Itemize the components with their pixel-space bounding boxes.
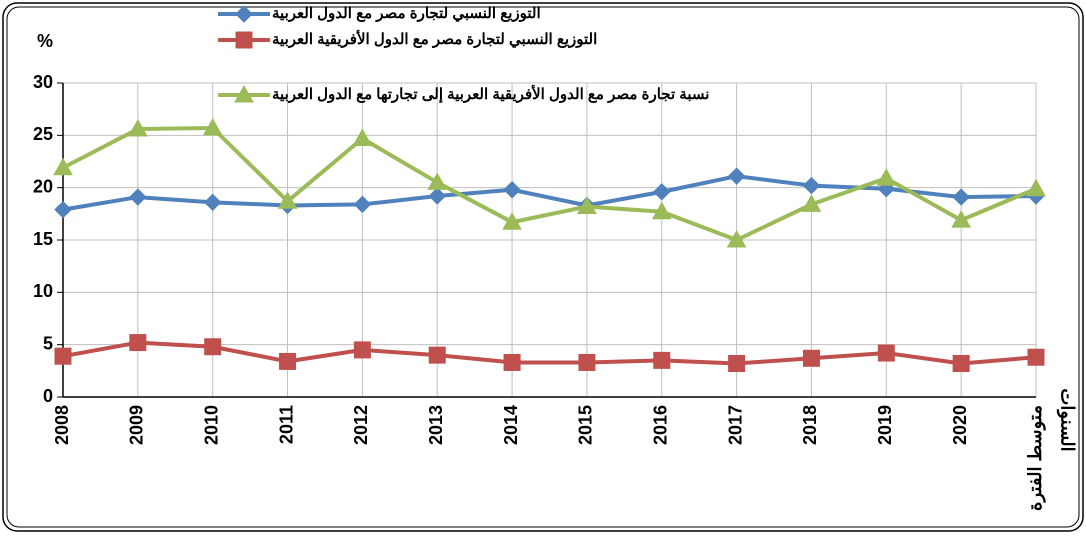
legend-marker — [234, 84, 254, 103]
point — [279, 352, 297, 370]
series-line — [62, 125, 1037, 243]
point — [428, 187, 446, 205]
x-tick-label: 2009 — [127, 405, 147, 445]
point — [653, 183, 671, 201]
y-tick-label: 10 — [33, 281, 53, 301]
y-tick-label: 20 — [33, 176, 53, 196]
point — [951, 210, 972, 228]
point — [653, 351, 671, 369]
point — [503, 353, 521, 371]
point — [802, 176, 821, 195]
x-tick-label: 2008 — [52, 405, 72, 445]
x-tick-label: 2013 — [426, 405, 446, 445]
x-tick-label: 2018 — [800, 405, 820, 445]
x-tick-label: 2020 — [950, 405, 970, 445]
x-tick-label: 2019 — [875, 405, 895, 445]
point — [1026, 178, 1046, 197]
y-tick-label: 15 — [33, 229, 53, 249]
point — [353, 341, 371, 359]
point — [651, 201, 672, 220]
point — [277, 191, 298, 209]
point — [728, 355, 746, 373]
point — [53, 157, 73, 176]
legend-label: نسبة تجارة مصر مع الدول الأفريقية العربي… — [272, 84, 709, 103]
point — [952, 355, 970, 373]
point — [1027, 348, 1045, 366]
x-tick-label: متوسط الفترة — [1025, 405, 1046, 511]
legend-label: التوزيع النسبي لتجارة مصر مع الدول العرب… — [272, 5, 541, 23]
point — [203, 193, 222, 212]
point — [202, 117, 223, 136]
frame-inner — [6, 6, 1080, 528]
point — [352, 128, 373, 146]
x-axis-label: السنوات — [1056, 388, 1077, 451]
point — [577, 196, 597, 215]
x-tick-label: 2012 — [351, 405, 371, 445]
point — [353, 195, 372, 214]
point — [876, 168, 897, 186]
x-tick-label: 2011 — [276, 405, 296, 444]
series-line — [62, 340, 1037, 366]
point — [204, 338, 222, 356]
x-tick-label: 2010 — [201, 405, 221, 445]
point — [54, 347, 72, 365]
y-tick-label: 0 — [43, 386, 53, 406]
point — [952, 188, 970, 206]
legend-marker — [235, 31, 253, 49]
series-line — [62, 174, 1037, 212]
point — [727, 167, 746, 185]
point — [578, 353, 596, 371]
point — [726, 229, 747, 248]
legend-label: التوزيع النسبي لتجارة مصر مع الدول الأفر… — [272, 29, 597, 49]
point — [129, 188, 147, 206]
y-tick-label: 30 — [33, 72, 53, 92]
y-tick-label: 5 — [43, 333, 53, 353]
point — [802, 349, 820, 367]
point — [801, 194, 822, 212]
x-tick-label: 2015 — [576, 405, 596, 445]
point — [502, 212, 522, 230]
point — [129, 334, 147, 352]
x-tick-label: 2014 — [501, 405, 521, 445]
point — [54, 200, 72, 219]
point — [428, 346, 446, 364]
point — [503, 181, 521, 199]
frame — [2, 2, 1084, 532]
x-tick-label: 2016 — [651, 405, 671, 445]
point — [877, 344, 895, 362]
legend-marker — [235, 5, 253, 23]
point — [127, 119, 148, 137]
point — [427, 172, 448, 190]
y-tick-label: 25 — [33, 124, 53, 144]
x-tick-label: 2017 — [725, 405, 745, 445]
y-axis-label: % — [37, 31, 53, 51]
